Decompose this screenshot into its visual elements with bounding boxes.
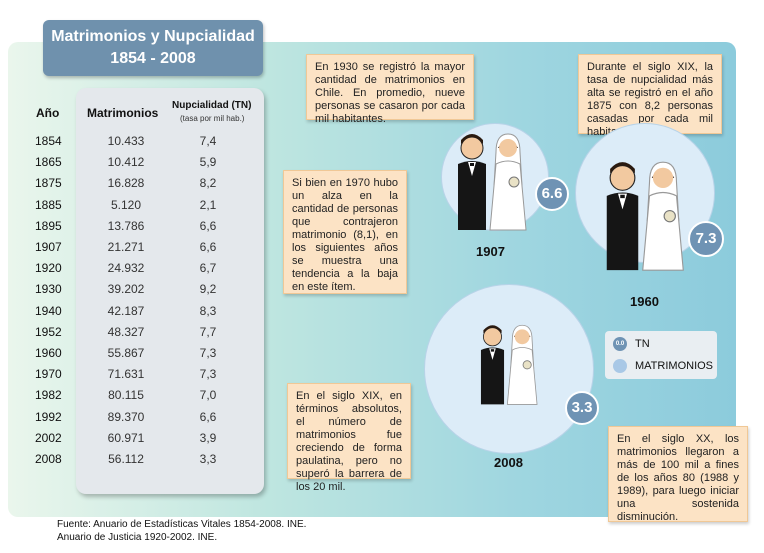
cell-year: 1960: [35, 346, 62, 360]
note-19th-century-absolute: En el siglo XIX, en términos absolutos, …: [287, 383, 411, 493]
table-row: 1992 89.370 6,6: [0, 410, 260, 430]
table-highlight: [76, 88, 264, 494]
table-row: 1940 42.187 8,3: [0, 304, 260, 324]
cell-year: 1895: [35, 218, 62, 233]
note-1930: En 1930 se registró la mayor cantidad de…: [306, 54, 474, 125]
cell-rate: 8,2: [199, 176, 217, 191]
header-marriages: Matrimonios: [87, 106, 159, 120]
header-rate: Nupcialidad (TN): [172, 100, 252, 111]
cell-year: 1865: [35, 155, 62, 170]
table-row: 1982 80.115 7,0: [0, 388, 260, 408]
chart-title: Matrimonios y Nupcialidad 1854 - 2008: [43, 20, 263, 76]
cell-rate: 3,3: [199, 452, 217, 466]
cell-marriages: 56.112: [108, 452, 144, 466]
table-row: 1854 10.433 7,4: [0, 134, 260, 154]
cell-marriages: 5.120: [110, 197, 142, 212]
cell-year: 2002: [35, 430, 62, 445]
cell-marriages: 10.433: [107, 134, 145, 148]
cell-marriages: 16.828: [107, 176, 145, 191]
table-row: 1907 21.271 6,6: [0, 240, 260, 260]
note-1970: Si bien en 1970 hubo un alza en la canti…: [283, 170, 407, 294]
cell-rate: 7,0: [199, 388, 217, 403]
cell-rate: 7,3: [199, 367, 217, 382]
cell-marriages: 89.370: [107, 409, 145, 424]
table-row: 1920 24.932 6,7: [0, 261, 260, 281]
source-note: Fuente: Anuario de Estadísticas Vitales …: [57, 518, 306, 544]
badge-2008-tn: 3.3: [565, 391, 599, 425]
cell-year: 1982: [35, 388, 62, 403]
cell-rate: 6,6: [199, 240, 217, 254]
cell-rate: 8,3: [199, 303, 217, 318]
cell-marriages: 10.412: [107, 155, 145, 170]
legend-tn-badge: 0.0: [613, 337, 627, 351]
cell-year: 1940: [35, 303, 62, 318]
bubble-label-2008: 2008: [494, 455, 523, 470]
cell-marriages: 13.786: [107, 218, 145, 233]
cell-year: 1875: [35, 176, 62, 191]
cell-marriages: 80.115: [108, 388, 144, 403]
table-row: 1875 16.828 8,2: [0, 176, 260, 196]
table-row: 2008 56.112 3,3: [0, 452, 260, 472]
couple-1960-illustration: [606, 161, 684, 271]
cell-marriages: 55.867: [107, 346, 145, 360]
table-row: 1952 48.327 7,7: [0, 325, 260, 345]
couple-2008-illustration: [480, 324, 538, 405]
cell-rate: 6,7: [199, 261, 217, 276]
table-row: 1930 39.202 9,2: [0, 282, 260, 302]
bubble-2008: [424, 284, 594, 454]
cell-rate: 9,2: [199, 282, 217, 297]
header-year: Año: [36, 106, 60, 120]
cell-year: 1952: [35, 324, 62, 339]
bubble-label-1907: 1907: [476, 244, 505, 259]
note-20th-century: En el siglo XX, los matrimonios llegaron…: [608, 426, 748, 523]
title-line-1: Matrimonios y Nupcialidad: [51, 28, 255, 45]
cell-rate: 5,9: [199, 155, 217, 170]
cell-year: 1970: [35, 367, 62, 382]
note-19th-century-rate: Durante el siglo XIX, la tasa de nupcial…: [578, 54, 722, 138]
cell-rate: 3,9: [199, 430, 217, 445]
cell-marriages: 42.187: [107, 303, 145, 318]
cell-marriages: 24.932: [107, 261, 145, 276]
table-row: 1885 5.120 2,1: [0, 198, 260, 218]
cell-rate: 7,4: [199, 134, 217, 148]
table-row: 1895 13.786 6,6: [0, 219, 260, 239]
cell-year: 1992: [35, 409, 62, 424]
cell-marriages: 21.271: [107, 240, 145, 254]
cell-marriages: 71.631: [107, 367, 145, 382]
couple-1907-illustration: [458, 133, 527, 231]
cell-year: 1854: [35, 134, 62, 148]
legend-marriages-swatch: [613, 359, 627, 373]
source-line-1: Fuente: Anuario de Estadísticas Vitales …: [57, 519, 307, 530]
cell-year: 1930: [35, 282, 62, 297]
cell-year: 1907: [35, 240, 62, 254]
table-row: 1960 55.867 7,3: [0, 346, 260, 366]
table-row: 1970 71.631 7,3: [0, 367, 260, 387]
table-row: 2002 60.971 3,9: [0, 431, 260, 451]
legend: 0.0 TN MATRIMONIOS: [605, 331, 717, 379]
cell-year: 2008: [35, 452, 62, 466]
source-line-2: Anuario de Justicia 1920-2002. INE.: [57, 532, 218, 543]
cell-rate: 7,3: [199, 346, 217, 360]
cell-rate: 7,7: [199, 324, 217, 339]
cell-year: 1885: [35, 197, 62, 212]
bubble-label-1960: 1960: [630, 294, 659, 309]
legend-marriages-label: MATRIMONIOS: [635, 360, 714, 372]
cell-year: 1920: [35, 261, 62, 276]
cell-marriages: 39.202: [107, 282, 145, 297]
cell-marriages: 48.327: [107, 324, 145, 339]
badge-1907-tn: 6.6: [535, 177, 569, 211]
cell-rate: 2,1: [199, 197, 217, 212]
badge-1960-tn: 7.3: [688, 221, 724, 257]
legend-tn-label: TN: [635, 338, 650, 350]
cell-rate: 6,6: [199, 218, 217, 233]
title-line-2: 1854 - 2008: [110, 50, 196, 67]
cell-marriages: 60.971: [107, 430, 145, 445]
cell-rate: 6,6: [199, 409, 217, 424]
header-rate-sub: (tasa por mil hab.): [180, 114, 245, 123]
table-row: 1865 10.412 5,9: [0, 155, 260, 175]
